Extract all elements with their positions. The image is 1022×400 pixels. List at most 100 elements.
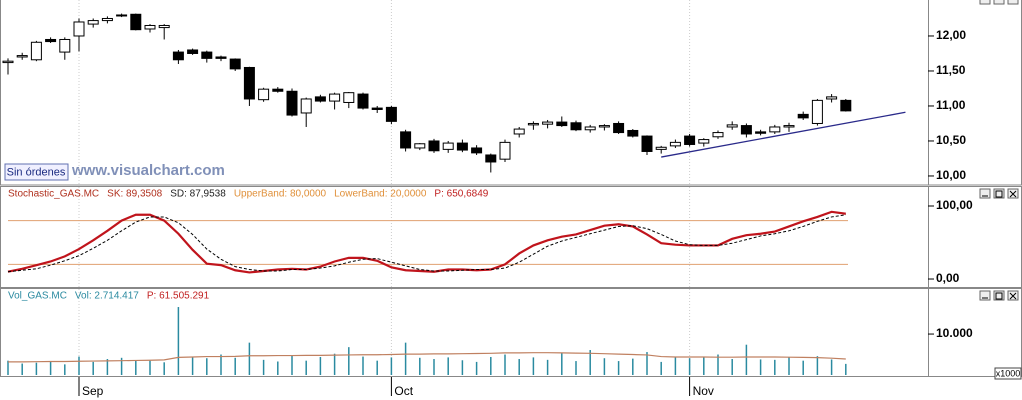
candle-body	[769, 126, 781, 133]
x-tick-label: Sep	[82, 384, 104, 398]
watermark: www.visualchart.com	[71, 162, 225, 179]
candle-body	[655, 146, 667, 150]
candle-body	[101, 17, 113, 22]
candle-body	[826, 96, 838, 100]
candle-body	[59, 38, 71, 53]
candle-body	[726, 124, 738, 128]
candle-body	[116, 14, 128, 17]
candle-body	[187, 49, 199, 54]
candle-body	[172, 51, 184, 61]
candle-body	[428, 140, 440, 152]
candle-body	[556, 121, 568, 127]
minimize[interactable]	[979, 188, 991, 199]
candle-body	[712, 132, 724, 138]
panel-title: UpperBand: 80,0000	[234, 189, 327, 200]
candle-body	[30, 41, 42, 61]
maximize[interactable]	[993, 0, 1005, 5]
candle-body	[499, 141, 511, 160]
maximize[interactable]	[993, 290, 1005, 301]
candle-body	[456, 142, 468, 151]
candle-body	[314, 96, 326, 102]
panel-title: SK: 89,3508	[107, 189, 162, 200]
close[interactable]	[1007, 0, 1019, 5]
candle-body	[755, 131, 767, 134]
trend-line	[661, 111, 906, 158]
y-tick-label: 10,50	[936, 133, 966, 147]
candle-body	[527, 122, 539, 126]
candle-body	[471, 147, 483, 154]
y-tick-label: 10,00	[936, 168, 966, 182]
y-tick-label: 0,00	[936, 271, 960, 285]
panel-title: Stochastic_GAS.MC	[8, 189, 99, 200]
y-tick-label: 100,00	[936, 198, 973, 212]
panel-title: P: 650,6849	[434, 189, 488, 200]
candle-body	[357, 93, 369, 109]
candle-body	[329, 93, 341, 102]
panel-title: Vol: 2.714.417	[75, 291, 139, 302]
candle-body	[343, 92, 355, 103]
window-buttons[interactable]	[979, 0, 1019, 301]
candle-body	[570, 122, 582, 131]
candle-body	[513, 128, 525, 135]
candle-body	[371, 107, 383, 110]
y-tick-label: 12,00	[936, 28, 966, 42]
x-tick-label: Oct	[394, 384, 413, 398]
series-line	[7, 214, 846, 273]
panel-title: Vol_GAS.MC	[8, 291, 67, 302]
candle-body	[16, 55, 28, 58]
x-tick-label: Nov	[693, 384, 714, 398]
candle-body	[400, 131, 412, 149]
candle-body	[258, 88, 270, 101]
candle-body	[243, 66, 255, 100]
candle-body	[740, 125, 752, 135]
scale-label: x1000	[996, 368, 1021, 378]
candle-body	[385, 106, 397, 122]
candle-body	[158, 24, 170, 29]
candle-body	[442, 142, 454, 150]
candle-body	[201, 51, 213, 59]
y-tick-label: 11,00	[936, 98, 966, 112]
candle-body	[87, 20, 99, 25]
candle-body	[542, 121, 554, 125]
button-icons	[982, 190, 1017, 300]
candle-body	[45, 38, 57, 43]
candle-body	[2, 60, 14, 64]
candle-body	[783, 125, 795, 128]
candle-body	[797, 113, 809, 119]
candle-body	[215, 56, 227, 59]
scale-box	[994, 367, 1022, 380]
panel-title: P: 61.505.291	[147, 291, 210, 302]
candle-body	[300, 98, 312, 114]
candle-body	[414, 143, 426, 149]
candle-body	[840, 99, 852, 112]
candle-body	[698, 139, 710, 144]
candle-body	[229, 58, 241, 70]
orders-button-text[interactable]: Sin órdenes	[7, 166, 66, 178]
candle-body	[485, 154, 497, 163]
candle-body	[598, 125, 610, 128]
maximize[interactable]	[993, 188, 1005, 199]
minimize[interactable]	[979, 0, 991, 5]
candle-body	[144, 24, 156, 30]
candle-body	[669, 141, 681, 147]
orders-button[interactable]	[4, 163, 69, 181]
candle-body	[613, 122, 625, 134]
panel-title: LowerBand: 20,0000	[334, 189, 427, 200]
y-tick-label: 10.000	[936, 326, 973, 340]
candle-body	[811, 99, 823, 124]
candle-body	[641, 135, 653, 152]
candle-body	[584, 126, 596, 131]
candle-body	[272, 88, 284, 92]
y-tick-label: 11,50	[936, 63, 966, 77]
minimize[interactable]	[979, 290, 991, 301]
candle-body	[130, 13, 142, 31]
candle-body	[627, 129, 639, 137]
candle-body	[286, 90, 298, 116]
candle-body	[73, 21, 85, 37]
candle-body	[684, 135, 696, 145]
volume-average	[8, 352, 846, 363]
panel-title: SD: 87,9538	[170, 189, 226, 200]
